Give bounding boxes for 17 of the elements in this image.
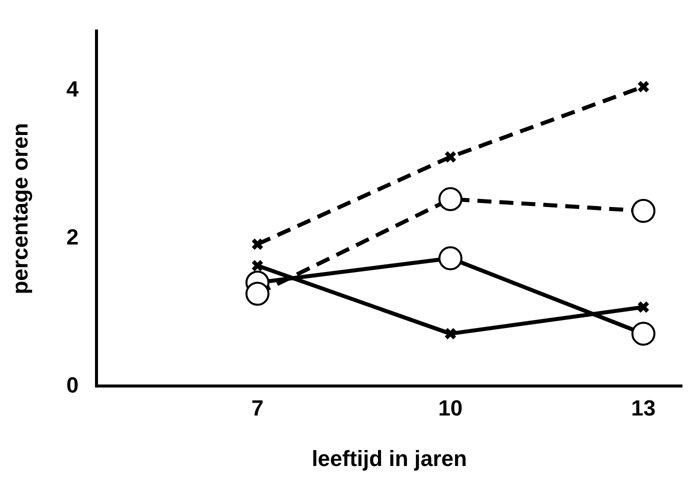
y-tick-label: 0: [66, 372, 79, 398]
point: [251, 238, 264, 250]
point: [438, 246, 462, 270]
point: [444, 150, 457, 164]
y-tick-label: 4: [66, 76, 80, 102]
point: [637, 80, 650, 93]
point: [438, 187, 462, 212]
y-tick-label: 2: [66, 224, 79, 250]
point: [245, 282, 270, 306]
y-axis-title: percentage oren: [7, 123, 32, 294]
x-axis-title: leeftijd in jaren: [312, 446, 467, 471]
point: [631, 198, 656, 223]
x-tick-label: 7: [251, 395, 264, 420]
x-tick-label: 10: [438, 395, 463, 420]
x-tick-label: 13: [631, 395, 656, 420]
point: [631, 322, 656, 346]
point: [444, 327, 457, 340]
